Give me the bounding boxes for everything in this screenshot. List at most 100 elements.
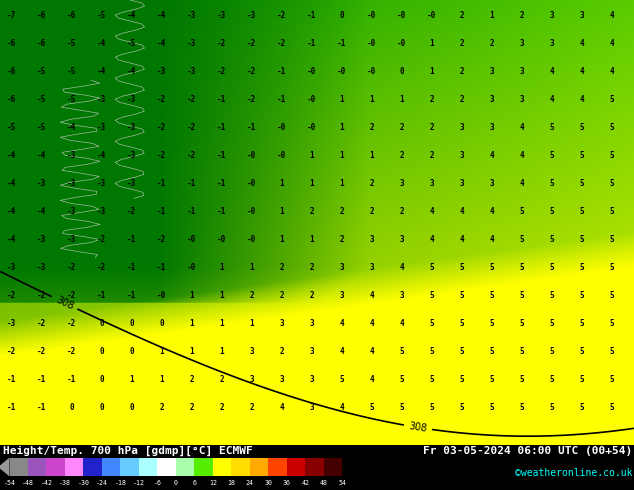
Bar xyxy=(102,458,120,476)
Text: 0: 0 xyxy=(160,319,164,328)
Text: -4: -4 xyxy=(8,235,16,244)
Text: -2: -2 xyxy=(278,10,287,20)
Text: -1: -1 xyxy=(217,207,226,216)
Text: -2: -2 xyxy=(8,347,16,356)
Text: 3: 3 xyxy=(370,235,374,244)
Text: 2: 2 xyxy=(280,263,284,272)
Text: -1: -1 xyxy=(217,123,226,132)
Text: -1: -1 xyxy=(37,375,47,384)
Text: -3: -3 xyxy=(188,10,197,20)
Text: 5: 5 xyxy=(550,347,554,356)
Text: 5: 5 xyxy=(460,291,464,300)
Text: 1: 1 xyxy=(190,347,194,356)
Text: -2: -2 xyxy=(188,151,197,160)
Bar xyxy=(28,458,46,476)
Text: 5: 5 xyxy=(399,347,404,356)
Text: -2: -2 xyxy=(247,67,257,75)
Text: 4: 4 xyxy=(489,207,495,216)
Text: 2: 2 xyxy=(399,207,404,216)
Text: -1: -1 xyxy=(217,95,226,104)
Text: 5: 5 xyxy=(579,319,585,328)
Text: 3: 3 xyxy=(340,291,344,300)
Text: 3: 3 xyxy=(520,39,524,48)
Text: 5: 5 xyxy=(520,319,524,328)
Text: 0: 0 xyxy=(70,403,74,413)
Text: 5: 5 xyxy=(579,207,585,216)
Text: 2: 2 xyxy=(190,375,194,384)
Text: 0: 0 xyxy=(100,319,105,328)
Text: 0: 0 xyxy=(174,480,178,486)
Text: -3: -3 xyxy=(67,179,77,188)
Text: -2: -2 xyxy=(37,291,47,300)
Text: -4: -4 xyxy=(8,207,16,216)
Text: -0: -0 xyxy=(337,67,347,75)
Text: 4: 4 xyxy=(340,403,344,413)
Text: 5: 5 xyxy=(460,375,464,384)
Text: 2: 2 xyxy=(280,347,284,356)
Bar xyxy=(84,458,102,476)
Text: -1: -1 xyxy=(127,291,136,300)
Text: -3: -3 xyxy=(127,179,136,188)
Text: -3: -3 xyxy=(188,39,197,48)
Text: 5: 5 xyxy=(550,291,554,300)
Text: 4: 4 xyxy=(430,235,434,244)
Text: -38: -38 xyxy=(59,480,71,486)
Text: 3: 3 xyxy=(250,347,254,356)
Text: -5: -5 xyxy=(67,67,77,75)
Text: 1: 1 xyxy=(399,95,404,104)
Text: -3: -3 xyxy=(67,235,77,244)
Text: 3: 3 xyxy=(309,403,314,413)
Text: 2: 2 xyxy=(430,151,434,160)
Text: 3: 3 xyxy=(550,39,554,48)
Text: -6: -6 xyxy=(153,480,162,486)
Bar xyxy=(306,458,324,476)
Text: 3: 3 xyxy=(460,123,464,132)
Text: -5: -5 xyxy=(67,95,77,104)
Text: -2: -2 xyxy=(157,151,167,160)
Text: -7: -7 xyxy=(8,10,16,20)
Text: 2: 2 xyxy=(220,375,224,384)
Text: 3: 3 xyxy=(520,67,524,75)
Text: 1: 1 xyxy=(250,263,254,272)
Text: 5: 5 xyxy=(610,123,614,132)
Text: Fr 03-05-2024 06:00 UTC (00+54): Fr 03-05-2024 06:00 UTC (00+54) xyxy=(424,446,633,456)
Text: 5: 5 xyxy=(489,319,495,328)
Text: -24: -24 xyxy=(96,480,108,486)
Text: 0: 0 xyxy=(130,403,134,413)
Text: 308: 308 xyxy=(408,421,428,434)
Bar xyxy=(157,458,176,476)
Text: 5: 5 xyxy=(489,291,495,300)
Text: 54: 54 xyxy=(339,480,346,486)
Text: -2: -2 xyxy=(37,347,47,356)
Bar xyxy=(10,458,28,476)
Text: 2: 2 xyxy=(399,123,404,132)
Text: -6: -6 xyxy=(37,39,47,48)
Text: 5: 5 xyxy=(520,291,524,300)
Text: -4: -4 xyxy=(37,151,47,160)
Text: -2: -2 xyxy=(37,319,47,328)
Polygon shape xyxy=(0,458,10,476)
Text: -2: -2 xyxy=(67,291,77,300)
Text: 5: 5 xyxy=(520,235,524,244)
Text: 1: 1 xyxy=(220,347,224,356)
Text: -0: -0 xyxy=(188,235,197,244)
Text: -3: -3 xyxy=(247,10,257,20)
Text: -0: -0 xyxy=(247,235,257,244)
Bar xyxy=(139,458,157,476)
Text: 18: 18 xyxy=(228,480,235,486)
Text: -1: -1 xyxy=(8,403,16,413)
Text: 1: 1 xyxy=(250,319,254,328)
Bar xyxy=(176,458,195,476)
Text: -2: -2 xyxy=(247,39,257,48)
Bar xyxy=(268,458,287,476)
Text: 5: 5 xyxy=(550,403,554,413)
Bar xyxy=(120,458,139,476)
Text: 2: 2 xyxy=(489,39,495,48)
Text: 5: 5 xyxy=(610,207,614,216)
Text: -2: -2 xyxy=(217,39,226,48)
Text: 3: 3 xyxy=(399,291,404,300)
Text: -4: -4 xyxy=(8,151,16,160)
Text: 2: 2 xyxy=(460,67,464,75)
Text: 0: 0 xyxy=(340,10,344,20)
Text: -2: -2 xyxy=(8,291,16,300)
